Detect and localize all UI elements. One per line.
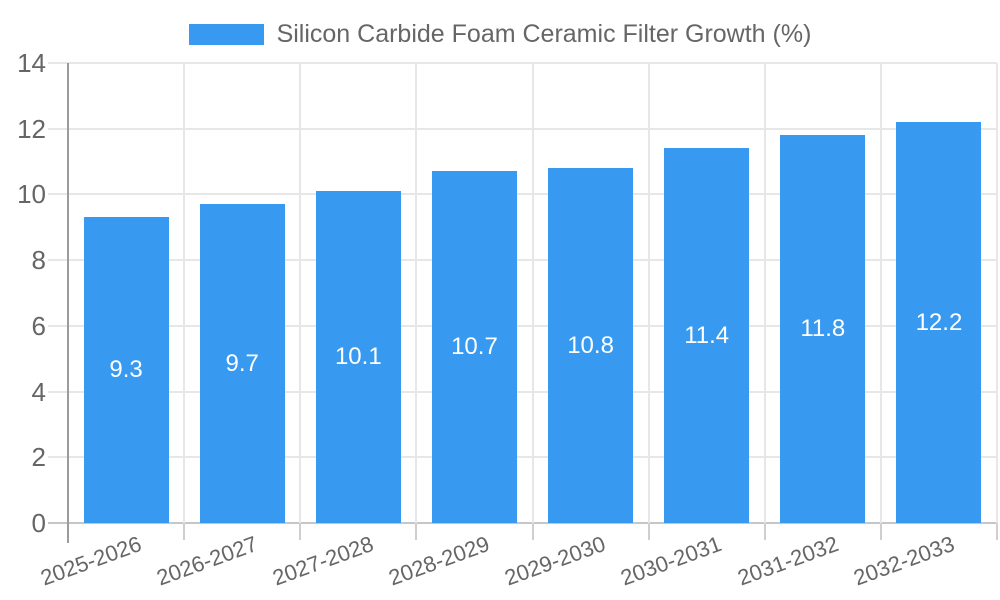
x-axis-tick-label: 2026-2027 [153, 531, 261, 591]
x-axis-tick [879, 523, 882, 540]
x-gridline [183, 63, 186, 523]
bar[interactable] [199, 204, 285, 523]
y-axis-tick-label: 2 [31, 442, 46, 473]
y-gridline [48, 62, 997, 64]
x-axis-tick [183, 523, 186, 540]
legend-series-label: Silicon Carbide Foam Ceramic Filter Grow… [276, 20, 812, 48]
y-gridline [48, 127, 997, 130]
y-axis-tick-label: 6 [31, 310, 46, 341]
y-axis-tick-label: 14 [17, 48, 46, 78]
y-gridline [48, 522, 997, 524]
y-axis-tick-label: 8 [31, 245, 46, 276]
bar[interactable] [780, 135, 866, 523]
x-axis-tick-label: 2029-2030 [501, 531, 610, 591]
y-gridline [48, 259, 997, 262]
y-axis-tick-label: 10 [17, 179, 46, 210]
x-axis-tick [763, 523, 766, 540]
x-axis-tick [996, 523, 998, 540]
x-gridline [415, 63, 418, 523]
x-axis-tick-label: 2025-2026 [37, 531, 145, 591]
y-gridline [48, 456, 997, 459]
y-axis-tick-label: 12 [17, 113, 46, 144]
x-gridline [531, 63, 534, 523]
x-axis-tick [647, 523, 650, 540]
y-gridline [48, 390, 997, 393]
y-axis-line [67, 63, 69, 543]
x-gridline [299, 63, 302, 523]
x-axis-tick [299, 523, 302, 540]
x-axis-tick [415, 523, 418, 540]
x-axis-tick-label: 2028-2029 [385, 531, 493, 591]
y-axis-tick-label: 4 [31, 376, 46, 407]
x-axis-tick-label: 2032-2033 [850, 531, 958, 591]
legend[interactable]: Silicon Carbide Foam Ceramic Filter Grow… [0, 20, 1000, 49]
y-gridline [48, 193, 997, 196]
x-axis-tick-label: 2031-2032 [733, 531, 842, 591]
y-axis-tick-label: 0 [31, 508, 46, 538]
bar[interactable] [664, 148, 750, 523]
x-gridline [647, 63, 650, 523]
bar[interactable] [896, 122, 982, 523]
x-axis-tick [531, 523, 534, 540]
bar[interactable] [83, 217, 169, 523]
legend-swatch[interactable] [188, 24, 264, 45]
bar[interactable] [548, 168, 634, 523]
x-gridline [879, 63, 882, 523]
bar[interactable] [431, 171, 517, 523]
x-gridline [996, 63, 998, 523]
x-axis-tick-label: 2027-2028 [269, 531, 377, 591]
x-gridline [763, 63, 766, 523]
y-gridline [48, 324, 997, 327]
bar[interactable] [315, 191, 401, 523]
x-axis-tick-label: 2030-2031 [617, 531, 726, 591]
